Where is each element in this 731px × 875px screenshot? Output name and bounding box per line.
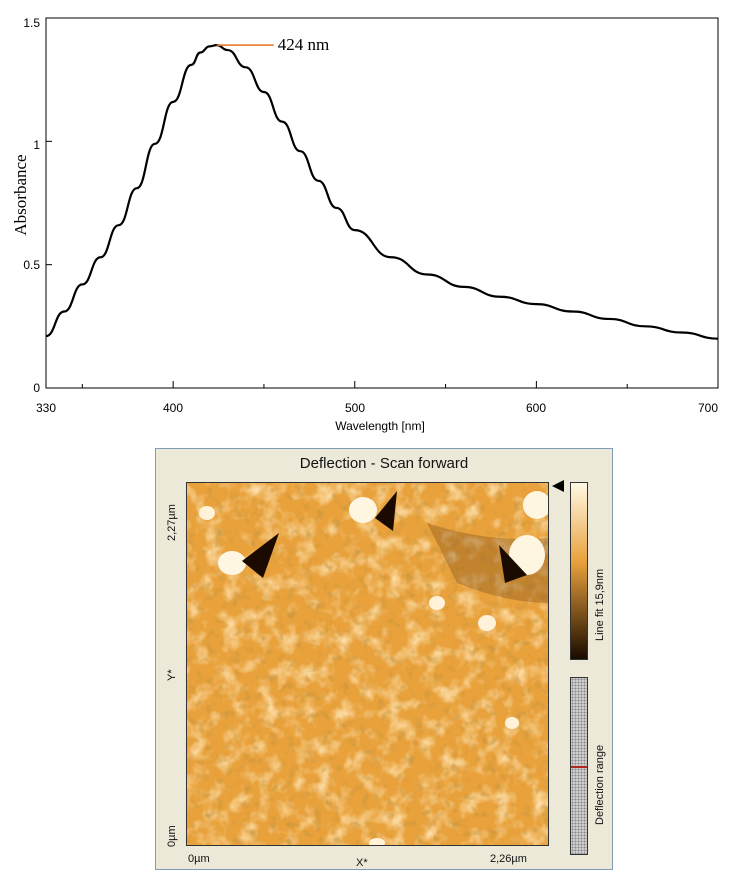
x-tick-label-left: 0µm: [188, 853, 210, 865]
x-tick-label-330: 330: [36, 401, 56, 415]
y-axis-label: Absorbance: [11, 154, 30, 235]
deflection-range-label: Deflection range: [594, 744, 606, 825]
y-tick-label-bottom: 0µm: [166, 825, 178, 847]
absorbance-series-line: [45, 44, 719, 340]
y-axis-ticks: [46, 140, 52, 266]
x-tick-label-700: 700: [698, 401, 718, 415]
y-tick-label-1: 1: [33, 138, 40, 152]
x-axis-label: X*: [356, 857, 368, 869]
afm-deflection-image: [186, 482, 549, 846]
y-tick-label-top: 2,27µm: [166, 504, 178, 541]
colorbar-label: Line fit 15,9nm: [594, 568, 606, 641]
plot-frame: [45, 17, 719, 389]
deflection-range-marker: [571, 766, 587, 768]
x-tick-label-500: 500: [345, 401, 365, 415]
peak-annotation-label: 424 nm: [278, 35, 329, 54]
absorbance-spectrum-chart: 330 400 500 600 700 0 0.5 1 1.5 Waveleng…: [11, 16, 719, 433]
y-tick-label-0: 0: [33, 381, 40, 395]
x-tick-label-600: 600: [526, 401, 546, 415]
colorbar: [570, 482, 588, 660]
colorbar-marker: [552, 480, 564, 492]
afm-deflection-panel: Deflection - Scan forward: [155, 448, 613, 870]
y-axis-label: Y*: [166, 669, 178, 681]
x-axis-label: Wavelength [nm]: [335, 419, 425, 433]
x-axis-ticks: [81, 381, 719, 388]
afm-title: Deflection - Scan forward: [299, 455, 469, 472]
y-tick-label-0-5: 0.5: [23, 258, 40, 272]
x-tick-label-right: 2,26µm: [490, 853, 527, 865]
afm-particle-features: [199, 491, 548, 845]
deflection-range-bar: [570, 677, 588, 855]
y-tick-label-1-5: 1.5: [23, 16, 40, 30]
x-tick-label-400: 400: [163, 401, 183, 415]
